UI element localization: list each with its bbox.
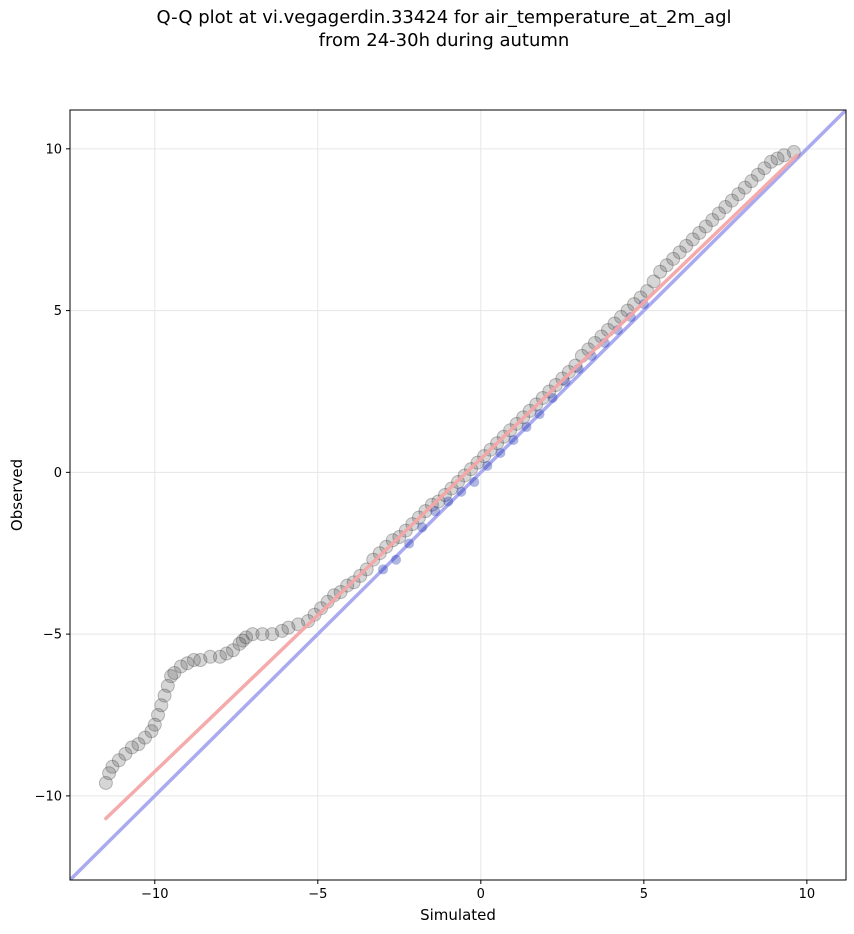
quantile-point: [164, 669, 179, 684]
quantile-point: [111, 753, 126, 768]
quantile-point: [731, 187, 746, 202]
quantile-point: [118, 746, 133, 761]
quantile-point: [245, 627, 260, 642]
quantile-point: [301, 614, 316, 629]
y-tick-label: 0: [54, 466, 62, 481]
highlight-point: [521, 422, 532, 433]
quantile-point: [737, 180, 752, 195]
x-tick-label: 5: [640, 887, 648, 902]
highlight-point: [495, 447, 506, 458]
data-layer: [70, 110, 846, 880]
quantile-point: [235, 633, 250, 648]
plot-frame: [69, 109, 847, 881]
quantile-point: [219, 646, 234, 661]
quantile-point: [154, 698, 169, 713]
quantile-point: [255, 627, 270, 642]
quantile-point: [764, 154, 779, 169]
quantile-point: [274, 623, 289, 638]
quantile-point: [385, 533, 400, 548]
highlight-point: [469, 477, 480, 488]
quantile-point: [173, 659, 188, 674]
fit-line: [104, 153, 799, 821]
chart-title-line-2: from 24-30h during autumn: [318, 30, 570, 51]
highlight-point: [508, 435, 519, 445]
quantile-point: [770, 151, 785, 166]
quantile-point: [757, 161, 772, 176]
quantile-point: [167, 665, 182, 680]
quantile-point: [698, 219, 713, 234]
quantile-point: [160, 678, 175, 693]
quantile-point: [193, 653, 208, 667]
quantile-point: [705, 213, 720, 227]
quantile-point: [212, 649, 227, 664]
quantile-point: [131, 737, 146, 752]
highlight-point: [404, 538, 415, 549]
quantile-point: [711, 206, 726, 221]
quantile-point: [203, 649, 218, 664]
highlight-point: [547, 392, 558, 403]
quantile-point: [226, 643, 241, 658]
highlight-point: [534, 409, 545, 420]
y-axis-label: Observed: [8, 459, 26, 531]
chart-title: Q-Q plot at vi.vegagerdin.33424 for air_…: [0, 6, 854, 52]
quantile-point: [646, 274, 661, 289]
x-axis: −10 −5 0 5 10: [141, 880, 815, 902]
x-tick-label: 0: [477, 887, 485, 902]
quantile-point: [685, 232, 700, 247]
quantile-point: [750, 167, 765, 182]
highlight-point: [430, 506, 441, 517]
highlight-point: [417, 522, 428, 533]
y-tick-label: −10: [35, 789, 62, 804]
highlight-point: [443, 496, 454, 507]
x-tick-label: −10: [141, 887, 168, 902]
quantile-point: [666, 251, 681, 266]
quantile-point: [653, 264, 668, 279]
quantile-point: [180, 656, 195, 671]
highlight-point: [482, 460, 493, 471]
y-tick-label: −5: [43, 628, 62, 643]
grid: [70, 110, 846, 880]
x-tick-label: 10: [799, 887, 816, 902]
quantile-point: [157, 688, 172, 703]
quantile-point: [718, 200, 733, 215]
quantile-point: [98, 775, 113, 790]
quantile-point: [124, 740, 139, 755]
y-axis: −10 −5 0 5 10: [35, 142, 70, 804]
y-tick-label: 10: [45, 142, 62, 157]
quantile-point: [102, 766, 117, 781]
quantile-point: [679, 238, 694, 253]
quantile-point: [105, 759, 120, 774]
chart-title-line-1: Q-Q plot at vi.vegagerdin.33424 for air_…: [156, 7, 732, 28]
highlight-point: [391, 554, 402, 565]
quantile-point: [144, 724, 159, 739]
quantile-point: [265, 627, 280, 642]
quantile-point: [151, 708, 166, 722]
quantile-point: [307, 607, 322, 622]
quantile-point: [672, 245, 687, 260]
y-tick-label: 5: [54, 304, 62, 319]
quantile-point: [186, 653, 201, 667]
quantile-point: [659, 258, 674, 273]
quantile-point: [232, 636, 247, 651]
quantile-point: [281, 620, 296, 635]
quantile-point: [147, 717, 162, 732]
quantile-point: [379, 539, 394, 554]
quantile-point: [137, 730, 152, 745]
x-tick-label: −5: [308, 887, 327, 902]
highlight-point: [456, 486, 467, 497]
quantile-point: [291, 617, 306, 632]
highlight-point: [378, 564, 389, 575]
quantile-point: [744, 174, 759, 189]
quantile-point: [692, 225, 707, 240]
identity-line: [70, 110, 846, 880]
quantile-point: [239, 630, 254, 645]
quantile-point: [777, 148, 792, 163]
x-axis-label: Simulated: [420, 906, 496, 924]
quantile-point: [724, 193, 739, 208]
